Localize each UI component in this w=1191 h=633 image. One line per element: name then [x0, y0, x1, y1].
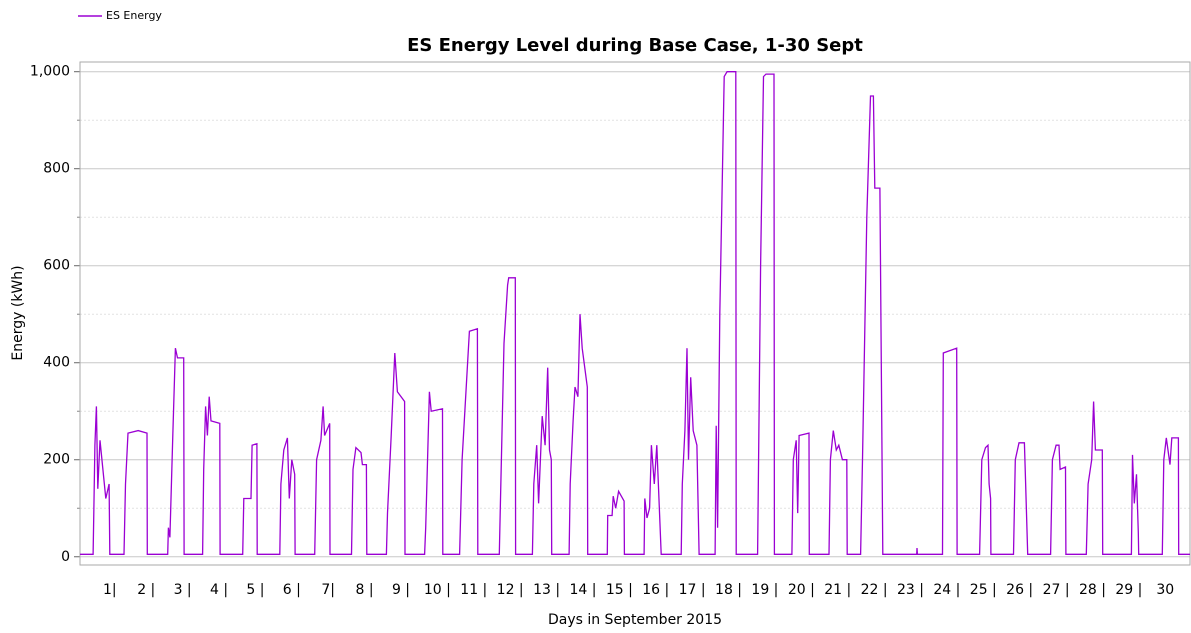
x-tick-label: 21 |: [824, 582, 851, 598]
y-tick-label: 400: [43, 355, 70, 371]
x-tick-label: 9 |: [392, 582, 410, 598]
x-tick-label: 2 |: [137, 582, 155, 598]
x-tick-label: 27 |: [1043, 582, 1070, 598]
x-tick-label: 11 |: [460, 582, 487, 598]
x-tick-label: 16 |: [642, 582, 669, 598]
series-line: [80, 71, 1190, 555]
x-tick-label: 12 |: [497, 582, 524, 598]
x-tick-label: 10 |: [424, 582, 451, 598]
x-tick-label: 23 |: [897, 582, 924, 598]
x-tick-label: 15 |: [606, 582, 633, 598]
x-tick-label: 29 |: [1115, 582, 1142, 598]
x-tick-label: 17 |: [679, 582, 706, 598]
chart-title: ES Energy Level during Base Case, 1-30 S…: [407, 35, 863, 56]
y-tick-label: 1,000: [30, 64, 70, 80]
x-tick-label: 8 |: [356, 582, 374, 598]
y-axis-label: Energy (kWh): [10, 265, 26, 360]
x-tick-label: 26 |: [1006, 582, 1033, 598]
x-tick-label: 28 |: [1079, 582, 1106, 598]
x-tick-label: 13 |: [533, 582, 560, 598]
x-tick-label: 18 |: [715, 582, 742, 598]
x-tick-label: 5 |: [246, 582, 264, 598]
y-tick-label: 800: [43, 161, 70, 177]
y-tick-label: 200: [43, 452, 70, 468]
x-tick-label: 1|: [103, 582, 117, 598]
x-tick-label: 19 |: [751, 582, 778, 598]
x-tick-label: 24 |: [933, 582, 960, 598]
x-tick-label: 7|: [321, 582, 335, 598]
y-tick-label: 0: [61, 549, 70, 565]
plot-frame: [79, 61, 1191, 566]
x-tick-label: 30: [1156, 582, 1174, 598]
x-tick-label: 20 |: [788, 582, 815, 598]
x-tick-label: 25 |: [970, 582, 997, 598]
y-tick-label: 600: [43, 258, 70, 274]
x-tick-label: 4 |: [210, 582, 228, 598]
x-tick-label: 6 |: [283, 582, 301, 598]
x-tick-label: 14 |: [569, 582, 596, 598]
x-axis-label: Days in September 2015: [548, 612, 722, 628]
legend-label: ES Energy: [106, 9, 162, 22]
x-tick-label: 3 |: [174, 582, 192, 598]
x-tick-label: 22 |: [861, 582, 888, 598]
